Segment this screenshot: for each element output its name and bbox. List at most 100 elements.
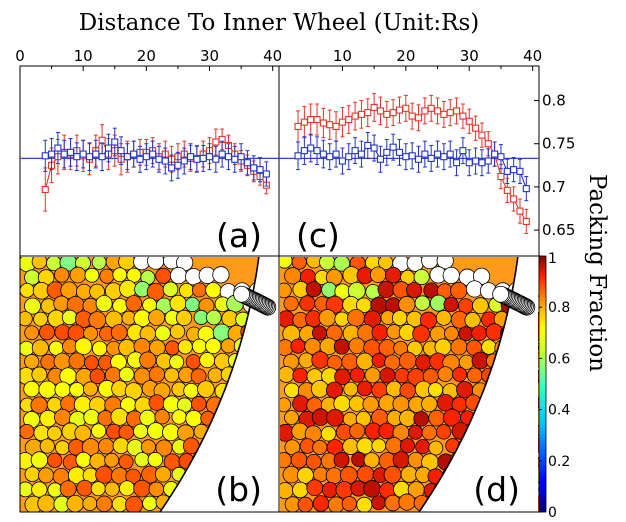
particle bbox=[39, 324, 56, 341]
particle bbox=[24, 297, 42, 315]
data-point bbox=[319, 150, 327, 158]
particle bbox=[546, 382, 563, 399]
particle bbox=[84, 267, 100, 283]
particle bbox=[140, 439, 156, 455]
data-point bbox=[294, 152, 302, 160]
particle bbox=[24, 269, 41, 286]
particle bbox=[74, 337, 93, 356]
particle bbox=[398, 351, 417, 370]
outer-wheel-boundary bbox=[418, 257, 519, 512]
particle bbox=[356, 465, 375, 483]
data-point bbox=[478, 131, 486, 139]
particle bbox=[91, 257, 107, 270]
particle bbox=[312, 495, 330, 512]
particle bbox=[444, 326, 459, 341]
particle bbox=[147, 451, 164, 468]
particle bbox=[428, 440, 444, 456]
data-point bbox=[319, 119, 327, 127]
data-point bbox=[497, 153, 505, 161]
particle bbox=[292, 367, 309, 384]
particle bbox=[119, 480, 135, 497]
particle bbox=[369, 266, 387, 283]
particle bbox=[54, 267, 70, 283]
data-point bbox=[130, 150, 138, 158]
data-point bbox=[364, 109, 372, 117]
data-point bbox=[402, 104, 410, 112]
particle bbox=[147, 422, 165, 440]
particle bbox=[24, 354, 40, 370]
data-point bbox=[136, 155, 144, 163]
data-point bbox=[516, 167, 524, 175]
particle bbox=[341, 496, 357, 512]
particle bbox=[363, 480, 381, 498]
data-point bbox=[421, 107, 429, 115]
colorbar-gradient bbox=[538, 255, 547, 513]
particle bbox=[408, 424, 423, 440]
data-point bbox=[300, 118, 308, 126]
particle bbox=[326, 381, 343, 399]
data-point bbox=[453, 159, 461, 167]
particle bbox=[185, 354, 201, 370]
particle bbox=[95, 495, 113, 512]
panel-b: (b) bbox=[19, 255, 280, 513]
particle bbox=[148, 309, 166, 327]
colorbar-tick-label: 0.8 bbox=[548, 300, 570, 316]
particle bbox=[472, 297, 489, 314]
data-point bbox=[376, 155, 385, 163]
particle bbox=[24, 466, 41, 483]
particle bbox=[33, 311, 49, 327]
panel-a-series-blue bbox=[41, 127, 270, 187]
data-point bbox=[345, 115, 353, 124]
particle bbox=[39, 438, 55, 454]
data-point bbox=[357, 150, 365, 158]
data-point bbox=[250, 164, 258, 172]
data-point bbox=[66, 148, 75, 156]
data-point bbox=[98, 153, 106, 161]
particle bbox=[356, 437, 374, 455]
panel-c-y-ticks: 0.65 0.7 0.75 0.8 bbox=[534, 92, 575, 239]
particle bbox=[280, 397, 292, 413]
colorbar-ticks: 0 0.2 0.4 0.6 0.8 1 bbox=[539, 251, 570, 521]
particle bbox=[306, 479, 324, 497]
particle bbox=[169, 354, 185, 370]
data-point bbox=[484, 157, 492, 165]
panel-c-y-tick-label: 0.75 bbox=[542, 135, 575, 153]
particle bbox=[69, 266, 87, 284]
particle bbox=[485, 323, 503, 341]
data-point bbox=[510, 166, 518, 174]
particle bbox=[184, 297, 200, 313]
data-point bbox=[332, 150, 340, 158]
data-point bbox=[307, 144, 315, 152]
particle bbox=[171, 409, 187, 425]
panel-a-label: (a) bbox=[216, 216, 262, 255]
data-point bbox=[484, 140, 492, 148]
particle bbox=[83, 408, 100, 426]
particle bbox=[165, 340, 180, 356]
data-point bbox=[389, 143, 397, 151]
data-point bbox=[205, 153, 214, 161]
data-point bbox=[402, 153, 410, 161]
colorbar-tick-label: 0 bbox=[548, 505, 557, 521]
particle bbox=[148, 394, 166, 411]
particle bbox=[333, 451, 350, 468]
particle bbox=[280, 366, 295, 383]
particle bbox=[392, 451, 410, 469]
data-point bbox=[370, 144, 378, 152]
data-point bbox=[364, 141, 372, 150]
particle bbox=[400, 465, 418, 483]
data-point bbox=[453, 107, 461, 115]
particle bbox=[134, 452, 150, 468]
particle bbox=[341, 353, 359, 371]
data-point bbox=[446, 109, 454, 117]
particle bbox=[207, 367, 224, 383]
data-point bbox=[243, 159, 251, 167]
data-point bbox=[218, 150, 226, 158]
particle bbox=[82, 381, 98, 397]
data-point bbox=[326, 121, 334, 129]
particle bbox=[55, 440, 70, 456]
data-point bbox=[427, 104, 435, 112]
particle bbox=[297, 496, 314, 512]
data-point bbox=[73, 153, 81, 161]
particle bbox=[133, 423, 149, 439]
particle bbox=[415, 354, 432, 371]
